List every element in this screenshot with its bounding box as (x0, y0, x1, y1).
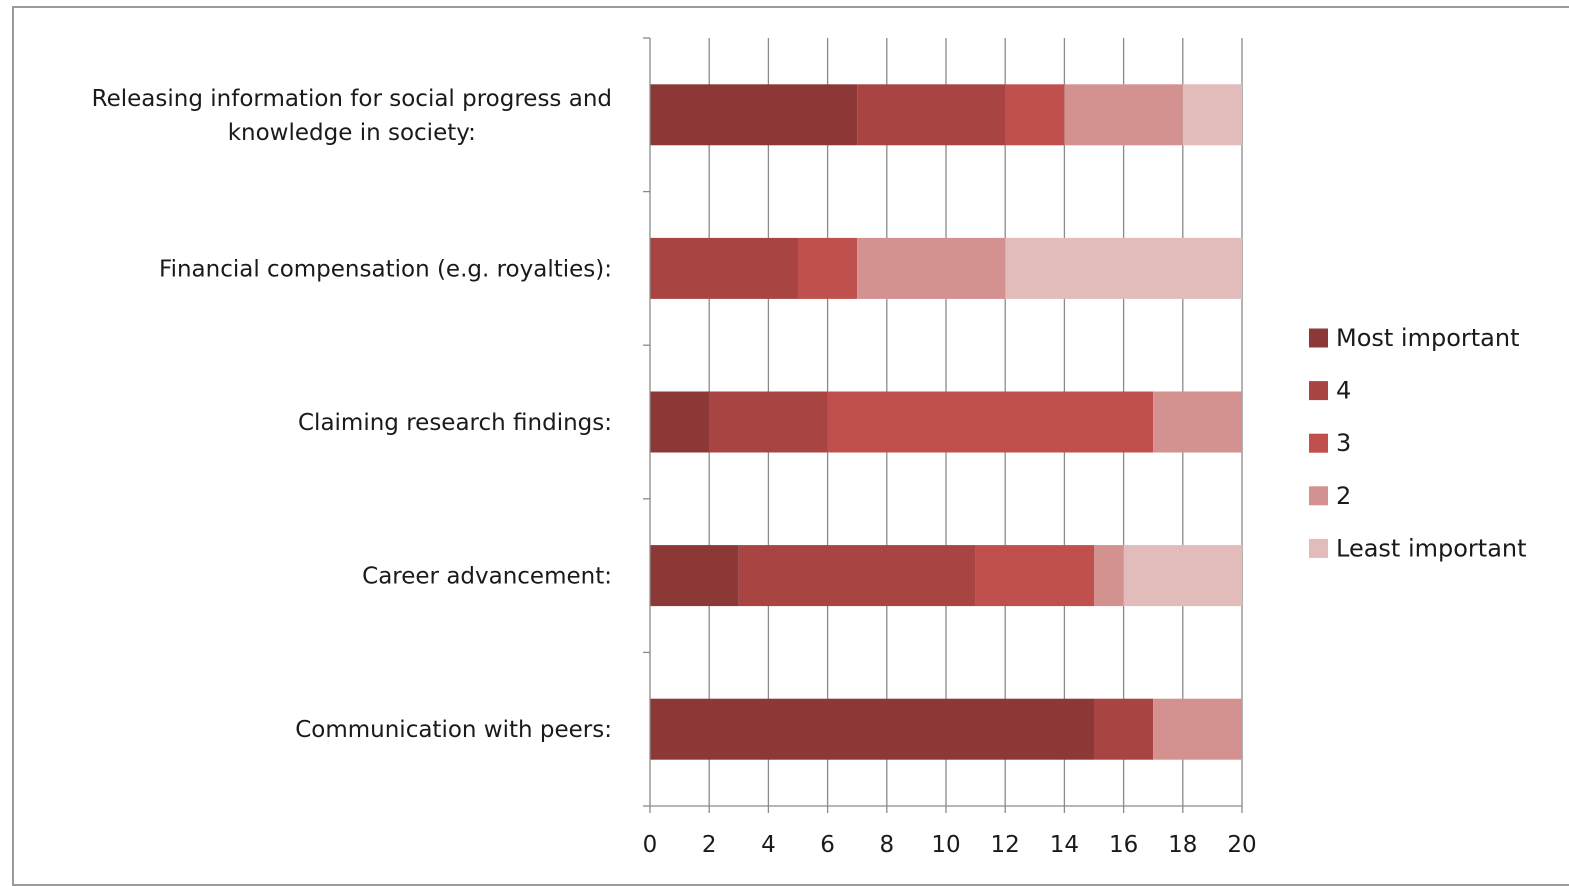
bar-segment (975, 545, 1094, 607)
category-label-line: Claiming research findings: (298, 410, 612, 436)
bar-segment (1064, 84, 1183, 146)
bar-segment (650, 698, 1094, 760)
category-label-line: Communication with peers: (295, 717, 612, 743)
category-label: Career advancement: (362, 564, 612, 590)
category-label-line: knowledge in society: (228, 120, 476, 146)
legend-item: 3 (1309, 429, 1351, 457)
x-tick-label: 2 (702, 832, 717, 858)
x-tick-label: 8 (879, 832, 894, 858)
bar-segment (857, 84, 1006, 146)
legend-label: Most important (1336, 324, 1520, 352)
bar-segment (1153, 391, 1242, 453)
bar-segment (650, 84, 858, 146)
legend-item: Most important (1309, 324, 1520, 352)
bar-segment (1153, 698, 1242, 760)
legend-swatch (1309, 381, 1328, 401)
category-label-line: Career advancement: (362, 564, 612, 590)
bar-segment (798, 237, 858, 299)
legend: Most important 4 3 2 Least important (1309, 324, 1527, 562)
legend-label: 2 (1336, 482, 1351, 510)
x-tick-label: 4 (761, 832, 776, 858)
legend-item: 4 (1309, 377, 1351, 405)
bar-segment (650, 545, 739, 607)
x-tick-labels: 0 2 4 6 8 10 12 14 16 18 20 (643, 832, 1257, 858)
x-tick-label: 16 (1109, 832, 1138, 858)
bar-segment (857, 237, 1006, 299)
bars (650, 84, 1242, 760)
legend-label: 3 (1336, 429, 1351, 457)
axes (643, 37, 1243, 813)
bar-segment (1005, 237, 1242, 299)
bar-segment (1094, 698, 1154, 760)
legend-item: Least important (1309, 534, 1527, 562)
bar-segment (650, 391, 710, 453)
x-tick-label: 18 (1168, 832, 1197, 858)
bar-segment (1094, 545, 1124, 607)
bar-segment (1123, 545, 1242, 607)
category-label: Claiming research findings: (298, 410, 612, 436)
legend-swatch (1309, 328, 1328, 348)
x-tick-label: 6 (820, 832, 835, 858)
legend-label: Least important (1336, 534, 1527, 562)
category-label: Financial compensation (e.g. royalties): (159, 256, 612, 282)
bar-segment (827, 391, 1154, 453)
category-label: Communication with peers: (295, 717, 612, 743)
category-label-line: Releasing information for social progres… (92, 86, 612, 112)
bar-segment (738, 545, 976, 607)
legend-swatch (1309, 433, 1328, 453)
legend-item: 2 (1309, 482, 1351, 510)
x-tick-label: 0 (643, 832, 658, 858)
bar-segment (650, 237, 798, 299)
x-tick-label: 10 (931, 832, 960, 858)
legend-swatch (1309, 538, 1328, 558)
category-labels: Releasing information for social progres… (92, 86, 612, 743)
bar-segment (1182, 84, 1242, 146)
category-label: Releasing information for social progres… (92, 86, 612, 146)
x-tick-label: 12 (991, 832, 1020, 858)
legend-swatch (1309, 486, 1328, 506)
bar-segment (1005, 84, 1065, 146)
category-label-line: Financial compensation (e.g. royalties): (159, 256, 612, 282)
x-tick-label: 14 (1050, 832, 1079, 858)
x-tick-label: 20 (1227, 832, 1256, 858)
bar-segment (709, 391, 828, 453)
legend-label: 4 (1336, 377, 1351, 405)
